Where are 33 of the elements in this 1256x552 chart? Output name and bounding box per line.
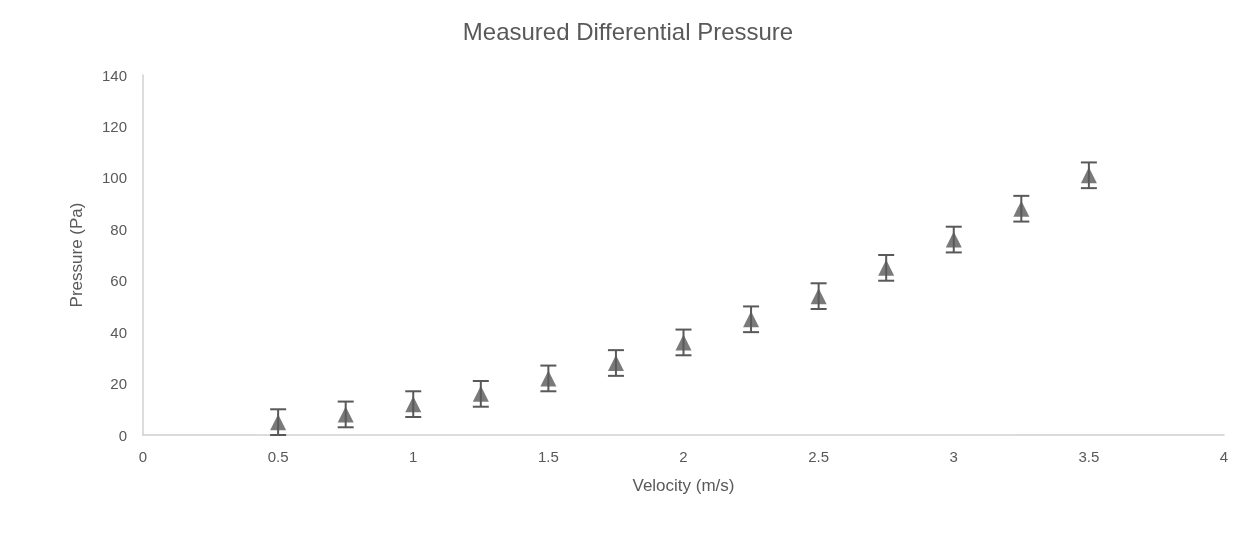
y-tick-label: 60	[110, 272, 127, 290]
y-tick-label: 40	[110, 323, 127, 341]
y-tick-label: 100	[101, 169, 127, 187]
x-tick-label: 4	[1219, 448, 1229, 465]
x-tick-label: 2	[679, 448, 688, 465]
x-tick-label: 3	[949, 448, 958, 465]
y-tick-label: 80	[110, 220, 127, 238]
point	[878, 259, 895, 276]
point	[810, 288, 827, 305]
x-tick-label: 0.5	[267, 448, 289, 465]
x-tick-label: 1	[409, 448, 418, 465]
y-tick-label: 0	[118, 426, 127, 444]
y-tick-label: 140	[101, 66, 127, 84]
y-tick-label: 20	[110, 375, 127, 393]
point	[675, 334, 692, 351]
point	[270, 414, 287, 431]
point	[607, 355, 624, 371]
point	[1080, 167, 1097, 184]
chart-title: Measured Differential Pressure	[462, 17, 794, 45]
x-axis-title: Velocity (m/s)	[632, 476, 735, 495]
x-tick-label: 1.5	[537, 448, 559, 465]
point	[1013, 200, 1030, 217]
point	[337, 406, 354, 423]
point	[743, 311, 760, 328]
point	[540, 370, 557, 387]
x-tick-label: 0	[138, 448, 148, 465]
x-tick-label: 3.5	[1078, 448, 1100, 465]
point	[472, 385, 489, 402]
y-tick-label: 120	[101, 117, 127, 135]
x-tick-label: 2.5	[808, 448, 830, 465]
y-axis-title: Pressure (Pa)	[67, 202, 86, 308]
point	[945, 231, 962, 248]
point	[405, 396, 422, 413]
